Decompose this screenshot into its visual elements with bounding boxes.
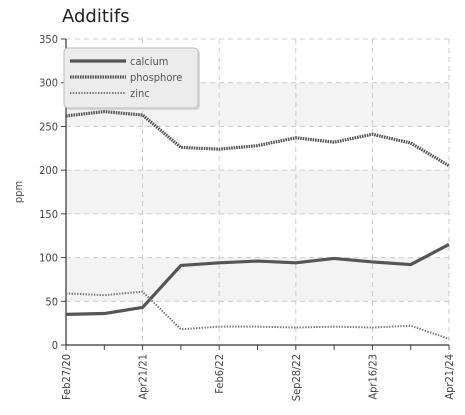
legend-label-phosphore: phosphore xyxy=(130,71,182,84)
y-tick-label: 0 xyxy=(52,339,58,352)
y-tick-label: 250 xyxy=(39,120,58,133)
x-tick-label: Feb6/22 xyxy=(213,354,226,394)
legend-label-zinc: zinc xyxy=(130,87,150,100)
y-tick-label: 350 xyxy=(39,33,58,46)
y-tick-label: 200 xyxy=(39,164,58,177)
y-tick-label: 150 xyxy=(39,208,58,221)
x-tick-label: Feb27/20 xyxy=(60,354,73,400)
x-tick-label: Apr21/21 xyxy=(137,354,150,400)
x-tick-label: Apr21/24 xyxy=(443,354,456,400)
y-tick-label: 100 xyxy=(39,252,58,265)
y-axis-label: ppm xyxy=(12,181,25,203)
x-tick-label: Sep28/22 xyxy=(290,354,303,401)
legend-label-calcium: calcium xyxy=(130,55,168,68)
x-tick-label: Apr16/23 xyxy=(366,354,379,400)
y-tick-label: 50 xyxy=(45,295,58,308)
chart-title: Additifs xyxy=(62,6,130,27)
grid-band xyxy=(66,170,449,214)
y-tick-label: 300 xyxy=(39,77,58,90)
